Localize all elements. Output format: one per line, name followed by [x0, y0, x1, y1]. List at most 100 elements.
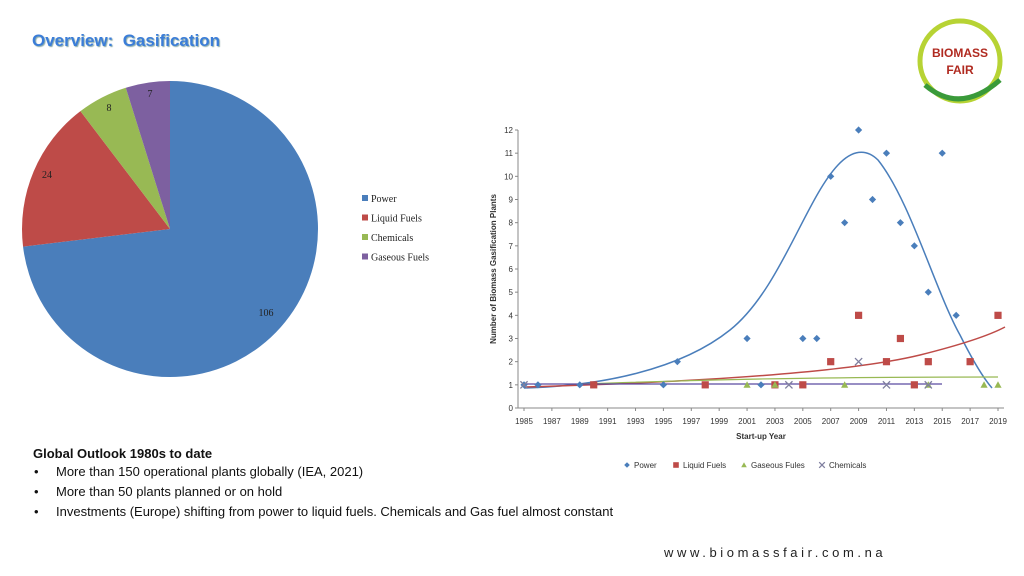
logo-text: FAIR	[946, 63, 974, 77]
y-tick-label: 11	[505, 149, 514, 158]
x-tick-label: 1989	[571, 417, 589, 426]
x-tick-label: 2005	[794, 417, 812, 426]
point	[882, 380, 891, 389]
point	[757, 381, 765, 389]
y-tick-label: 0	[509, 404, 514, 413]
legend-marker	[818, 461, 826, 469]
x-tick-label: 2015	[933, 417, 951, 426]
x-tick-label: 2001	[738, 417, 756, 426]
y-tick-label: 6	[509, 265, 514, 274]
x-tick-label: 2003	[766, 417, 784, 426]
point	[813, 334, 821, 343]
legend-label: Power	[371, 194, 397, 205]
legend-swatch	[362, 214, 368, 221]
data-label: 106	[259, 308, 274, 319]
legend-marker	[673, 462, 679, 468]
x-tick-label: 1985	[515, 417, 533, 426]
point	[882, 149, 891, 157]
point	[854, 357, 863, 366]
data-label: 24	[42, 170, 52, 181]
y-tick-label: 5	[509, 288, 514, 297]
trendline	[579, 376, 999, 385]
legend-label: Gaseous Fuels	[371, 253, 429, 264]
point	[910, 242, 918, 250]
point	[659, 381, 668, 389]
point	[854, 311, 863, 319]
data-label: 8	[107, 103, 112, 114]
point	[896, 334, 905, 343]
notes-heading: Global Outlook 1980s to date	[33, 446, 213, 461]
x-tick-label: 2019	[989, 417, 1007, 426]
x-axis-label: Start-up Year	[736, 432, 786, 441]
x-tick-label: 1995	[655, 417, 673, 426]
pie-slice	[80, 87, 170, 229]
slide-title: Overview: Gasification	[32, 31, 221, 50]
point	[827, 358, 835, 366]
point	[966, 358, 974, 366]
point	[841, 219, 849, 227]
point	[854, 126, 863, 134]
bullet: More than 50 plants planned or on hold	[34, 484, 613, 499]
website: www.biomassfair.com.na	[664, 545, 887, 560]
point	[743, 381, 751, 388]
pie-slice	[125, 81, 170, 229]
point	[784, 380, 793, 389]
trendlines	[523, 151, 1006, 389]
point	[868, 195, 877, 204]
x-tick-label: 1987	[543, 417, 561, 426]
point	[799, 381, 807, 389]
legend-swatch	[362, 195, 368, 201]
logo-swoosh	[923, 78, 1002, 102]
point	[519, 380, 529, 389]
point	[882, 358, 891, 366]
legend-label: Gaseous Fules	[751, 461, 805, 470]
y-tick-label: 10	[504, 172, 513, 181]
x-tick-label: 1999	[710, 417, 728, 426]
data-label: 7	[148, 89, 153, 100]
y-tick-label: 8	[509, 219, 514, 228]
y-axis-label: Number of Biomass Gasification Plants	[489, 194, 498, 344]
point	[980, 381, 988, 388]
y-tick-label: 4	[509, 311, 514, 320]
point	[799, 334, 807, 343]
x-tick-label: 2007	[822, 417, 840, 426]
point	[910, 381, 918, 389]
x-tick-label: 2017	[961, 417, 979, 426]
trendline	[523, 326, 1006, 388]
point	[590, 381, 598, 389]
legend-label: Chemicals	[371, 233, 413, 244]
point	[701, 381, 709, 389]
point	[994, 311, 1002, 319]
point	[576, 381, 584, 389]
x-tick-label: 2011	[878, 417, 896, 426]
point	[952, 311, 960, 319]
point	[994, 381, 1002, 388]
point	[673, 358, 681, 366]
point	[938, 149, 946, 157]
legend-label: Liquid Fuels	[371, 214, 422, 225]
x-tick-label: 1993	[627, 417, 645, 426]
legend-swatch	[362, 234, 368, 240]
legend-label: Chemicals	[829, 461, 866, 470]
y-tick-label: 3	[509, 335, 514, 344]
point	[896, 219, 905, 227]
logo-text: BIOMASS	[932, 46, 988, 60]
point	[841, 381, 849, 388]
point	[743, 334, 751, 343]
pie-slice	[22, 111, 170, 247]
x-tick-label: 1997	[682, 417, 700, 426]
x-tick-label: 2013	[905, 417, 923, 426]
legend-label: Power	[634, 461, 657, 470]
x-tick-label: 1991	[599, 417, 617, 426]
bullet-list: More than 150 operational plants globall…	[33, 464, 613, 519]
point	[924, 358, 932, 366]
pie-slice	[23, 81, 318, 377]
legend-swatch	[362, 253, 368, 260]
point	[924, 380, 933, 389]
bullet: More than 150 operational plants globall…	[34, 464, 613, 479]
y-tick-label: 9	[509, 196, 514, 205]
y-tick-label: 7	[509, 242, 514, 251]
